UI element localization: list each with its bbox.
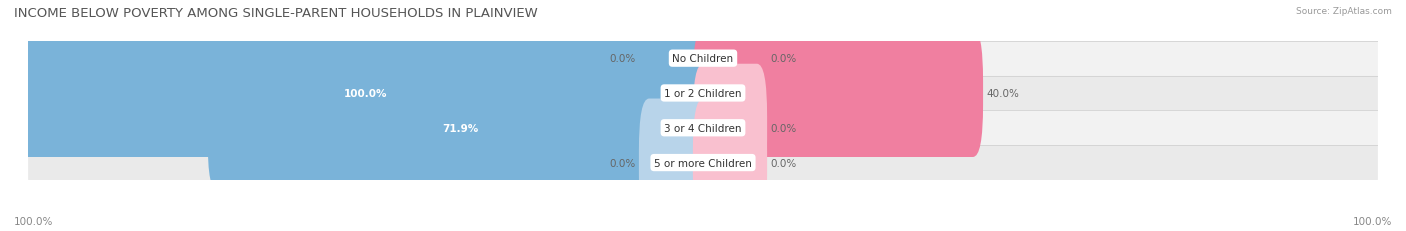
- Text: 3 or 4 Children: 3 or 4 Children: [664, 123, 742, 133]
- FancyBboxPatch shape: [638, 99, 713, 227]
- Text: 100.0%: 100.0%: [344, 88, 387, 99]
- Text: 40.0%: 40.0%: [987, 88, 1019, 99]
- Text: 71.9%: 71.9%: [443, 123, 478, 133]
- FancyBboxPatch shape: [693, 64, 768, 192]
- Text: 0.0%: 0.0%: [770, 54, 797, 64]
- Text: 0.0%: 0.0%: [609, 158, 636, 168]
- FancyBboxPatch shape: [638, 0, 713, 123]
- FancyBboxPatch shape: [693, 30, 983, 157]
- FancyBboxPatch shape: [28, 111, 1378, 146]
- FancyBboxPatch shape: [208, 64, 713, 192]
- FancyBboxPatch shape: [693, 99, 768, 227]
- FancyBboxPatch shape: [28, 146, 1378, 180]
- FancyBboxPatch shape: [693, 0, 768, 123]
- Text: 0.0%: 0.0%: [770, 123, 797, 133]
- Text: No Children: No Children: [672, 54, 734, 64]
- Text: INCOME BELOW POVERTY AMONG SINGLE-PARENT HOUSEHOLDS IN PLAINVIEW: INCOME BELOW POVERTY AMONG SINGLE-PARENT…: [14, 7, 538, 20]
- Text: 100.0%: 100.0%: [14, 216, 53, 226]
- FancyBboxPatch shape: [28, 42, 1378, 76]
- Text: 0.0%: 0.0%: [770, 158, 797, 168]
- FancyBboxPatch shape: [28, 76, 1378, 111]
- Text: Source: ZipAtlas.com: Source: ZipAtlas.com: [1296, 7, 1392, 16]
- Text: 1 or 2 Children: 1 or 2 Children: [664, 88, 742, 99]
- Text: 5 or more Children: 5 or more Children: [654, 158, 752, 168]
- Text: 100.0%: 100.0%: [1353, 216, 1392, 226]
- Text: 0.0%: 0.0%: [609, 54, 636, 64]
- FancyBboxPatch shape: [18, 30, 713, 157]
